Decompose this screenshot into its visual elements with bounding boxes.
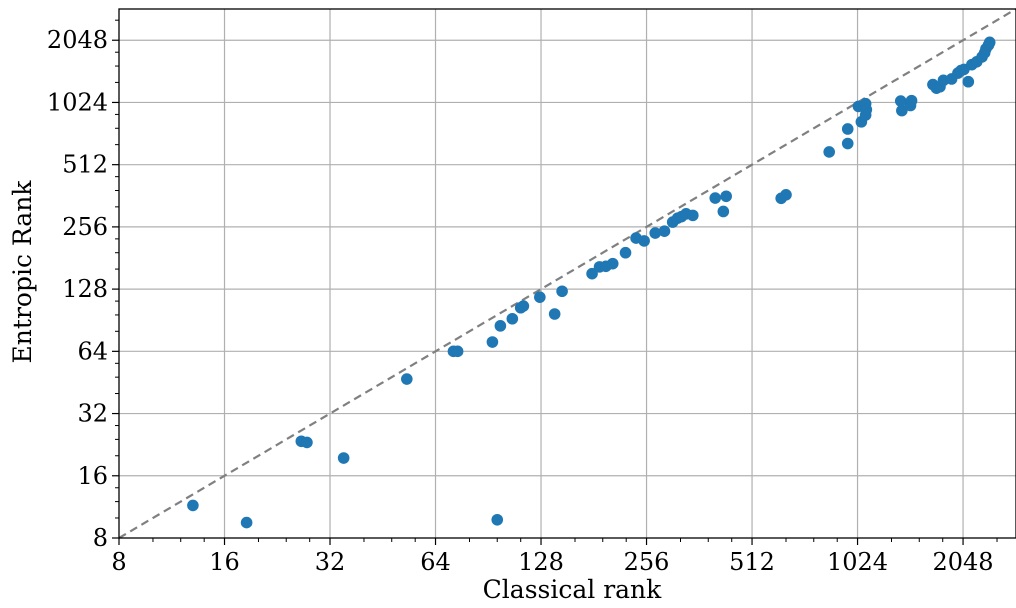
y-tick-label: 64	[77, 337, 108, 365]
data-point	[619, 246, 632, 259]
axes-frame	[118, 8, 1016, 539]
data-point	[534, 291, 546, 303]
x-tick-label: 128	[518, 548, 564, 576]
data-point	[517, 300, 530, 312]
y-tick-label: 512	[62, 151, 108, 179]
data-point	[556, 285, 568, 298]
y-tick-label: 32	[77, 400, 108, 428]
data-point	[638, 235, 650, 247]
data-point	[658, 225, 671, 238]
x-tick-label: 32	[315, 548, 346, 576]
data-point	[586, 267, 598, 280]
data-point	[720, 190, 732, 203]
y-tick-label: 256	[62, 213, 108, 241]
data-point	[983, 36, 996, 49]
data-point	[187, 499, 199, 512]
x-tick-label: 64	[420, 548, 451, 576]
x-tick-label: 1024	[827, 548, 888, 576]
y-axis-label: Entropic Rank	[8, 180, 37, 364]
data-point	[717, 205, 730, 218]
y-tick-label: 1024	[47, 88, 108, 116]
reference-line-group	[118, 8, 1016, 539]
data-point	[506, 312, 519, 325]
data-point	[841, 137, 854, 150]
x-tick-label: 512	[729, 548, 775, 576]
data-point	[548, 308, 561, 320]
grid-lines	[119, 9, 1016, 538]
data-point	[860, 103, 873, 116]
x-tick-label: 16	[209, 548, 240, 576]
x-tick-label: 8	[111, 548, 126, 576]
data-point	[240, 516, 253, 529]
data-point	[823, 146, 835, 158]
data-point	[709, 192, 722, 204]
data-point	[780, 189, 792, 201]
x-axis-label: Classical rank	[483, 575, 662, 603]
data-point	[301, 436, 313, 449]
data-point	[451, 345, 464, 358]
data-point	[401, 373, 413, 385]
data-points	[187, 36, 996, 529]
plot-frame	[118, 8, 1016, 539]
y-tick-label: 16	[77, 462, 108, 490]
reference-line	[118, 8, 1016, 539]
data-point	[905, 94, 918, 107]
y-tick-label: 2048	[47, 26, 108, 54]
data-point	[494, 320, 507, 332]
data-point	[486, 336, 499, 348]
x-tick-label: 2048	[933, 548, 994, 576]
data-point	[687, 209, 699, 222]
data-point	[491, 513, 504, 526]
y-tick-label: 128	[62, 275, 108, 303]
x-tick-label: 256	[624, 548, 670, 576]
axis-ticks: 8 16 32 64 128 256 512 1024 2048 8 16 32 64 128 256 512…	[47, 19, 998, 576]
data-point	[649, 227, 662, 239]
data-point	[337, 452, 350, 464]
data-point	[606, 257, 619, 270]
data-point	[841, 123, 854, 135]
y-tick-label: 8	[93, 524, 108, 552]
data-point	[894, 95, 907, 107]
data-point	[896, 104, 908, 117]
data-point	[962, 75, 975, 88]
